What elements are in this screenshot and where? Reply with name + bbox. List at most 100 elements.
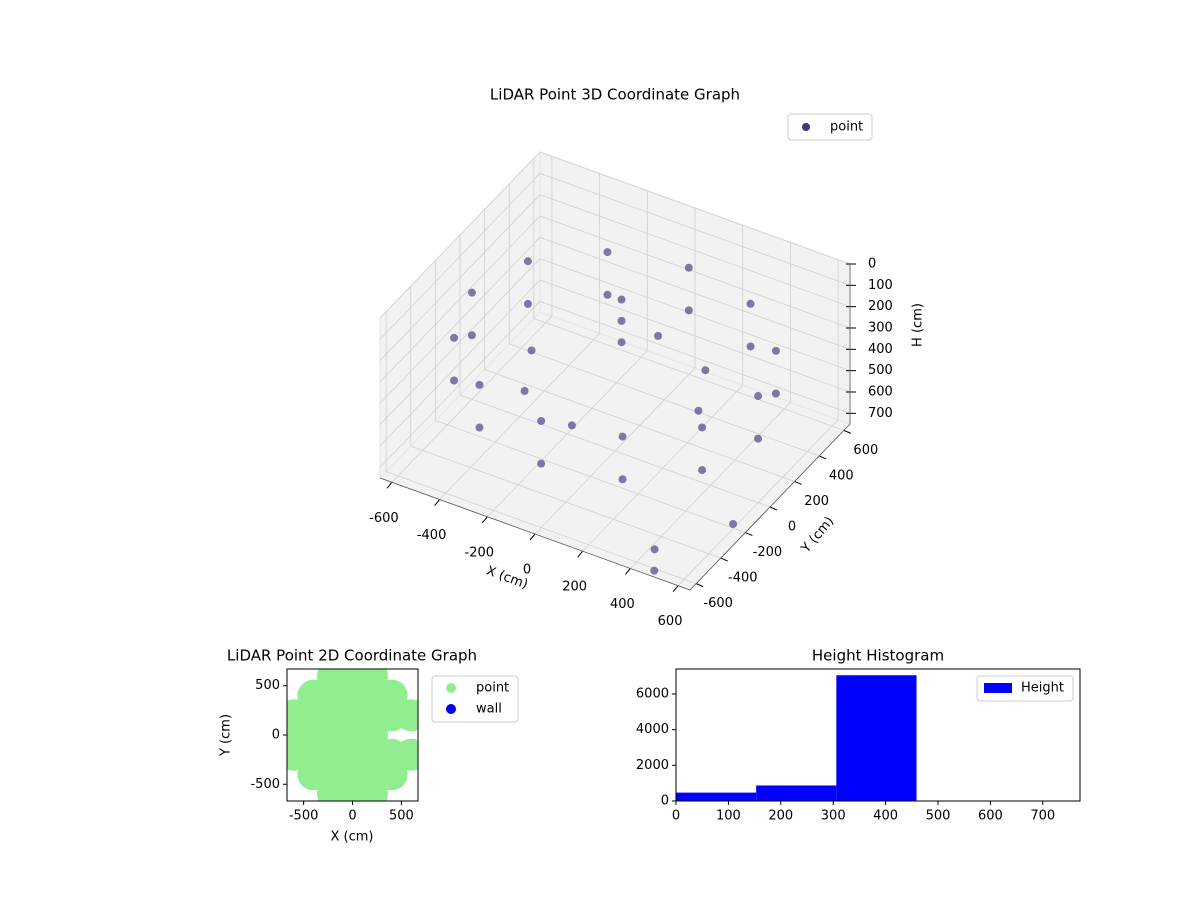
point [650,545,659,554]
point [467,331,476,340]
grid-line [379,237,541,404]
legend-label: point [830,120,863,135]
tick-mark [386,481,393,489]
grid-line [539,215,851,329]
point [698,423,707,432]
plot-area [287,669,418,801]
bar [836,675,917,801]
legend-label: wall [476,702,502,717]
y-tick-label: 4000 [636,722,669,737]
tick-mark [577,550,584,558]
x-tick-label: 0 [672,809,680,824]
z-tick-label: 200 [868,299,893,314]
grid-line [379,151,541,319]
y-tick-label: 0 [661,794,669,809]
x-tick-label: 400 [873,809,898,824]
grid-line [379,258,541,425]
x-tick-label: 500 [926,809,951,824]
grid-line [539,172,851,286]
point [746,299,755,308]
point [618,432,627,441]
point [603,248,612,257]
point [618,475,627,484]
point [771,389,780,398]
legend-label: Height [1021,681,1064,696]
tick-mark [843,429,852,434]
point [754,434,763,443]
y-tick-label: -400 [728,571,758,586]
grid-line [539,300,851,414]
grid-line [509,343,820,457]
legend-swatch [984,683,1012,693]
point [771,346,780,355]
point [475,380,484,389]
point [654,331,663,340]
x-tick-label: 600 [978,809,1003,824]
point [694,406,703,415]
z-tick-label: 0 [868,257,876,272]
grid-line [379,279,541,447]
grid-line [539,279,851,393]
legend-box [976,675,1074,702]
point [754,392,763,401]
chart-title: LiDAR Point 2D Coordinate Graph [227,647,477,665]
point [617,295,626,304]
tick-mark [769,506,778,511]
x-tick-label: 700 [1030,809,1055,824]
x-tick-label: 400 [610,597,635,612]
grid-line [435,420,746,533]
z-axis-label: H (cm) [911,303,926,347]
axis-line [379,477,691,591]
x-tick-label: 200 [768,809,793,824]
tick-mark [625,568,631,575]
x-tick-label: 0 [348,809,356,824]
z-tick-label: 400 [868,342,893,357]
axes-frame [675,668,1081,802]
z-tick-label: 300 [868,321,893,336]
tick-mark [745,532,753,536]
grid-line [539,258,851,372]
grid-line [459,394,771,508]
point [567,421,576,430]
z-tick-label: 100 [868,278,893,293]
point [450,376,459,385]
y-tick-label: -600 [703,596,733,611]
point [475,423,484,432]
point [523,299,532,308]
point [698,466,707,475]
grid-line [410,445,721,559]
x-tick-label: 600 [658,614,683,629]
tick-mark [819,455,827,460]
x-tick-label: 200 [562,580,587,595]
x-tick-label: 300 [821,809,846,824]
y-tick-label: 600 [853,443,878,458]
point [684,263,693,272]
tick-mark [481,516,488,524]
point [617,316,626,325]
point [450,333,459,342]
chart-title: Height Histogram [812,647,944,665]
grid-line [533,318,844,431]
tick-mark [434,499,440,506]
point [467,288,476,297]
tick-mark [529,533,536,541]
x-tick-label: -600 [369,511,399,526]
grid-line [386,471,697,584]
point [523,257,532,266]
legend-marker [446,683,456,693]
point [375,758,408,791]
grid-line [539,236,851,350]
y-tick-label: 2000 [636,758,669,773]
tick-mark [794,481,802,485]
grid-line [539,194,851,308]
x-tick-label: -500 [289,809,319,824]
z-tick-label: 600 [868,385,893,400]
point [537,459,546,468]
point [729,519,738,528]
x-tick-label: -400 [417,528,447,543]
legend-marker [446,704,456,714]
y-tick-label: 200 [804,494,829,509]
grid-line [484,369,795,482]
legend-marker [802,123,810,131]
